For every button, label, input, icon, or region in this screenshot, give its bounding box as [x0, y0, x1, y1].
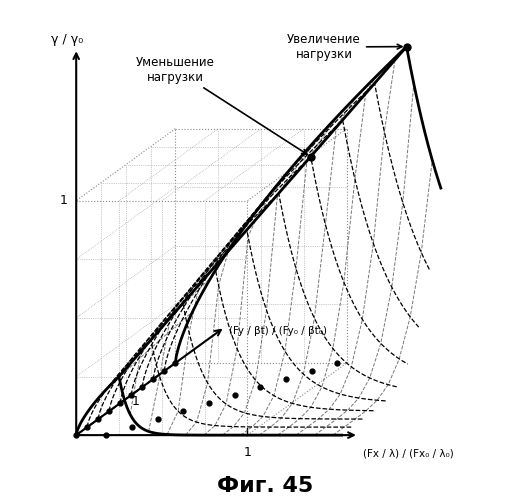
Text: Уменьшение
нагрузки: Уменьшение нагрузки: [136, 56, 307, 154]
Text: Увеличение
нагрузки: Увеличение нагрузки: [287, 33, 402, 61]
Text: Фиг. 45: Фиг. 45: [217, 476, 314, 496]
Text: 1: 1: [244, 446, 251, 460]
Text: 1: 1: [59, 194, 67, 207]
Text: 1: 1: [132, 395, 139, 408]
Text: (Fy / βt) / (Fy₀ / βt₀): (Fy / βt) / (Fy₀ / βt₀): [229, 326, 328, 336]
Text: (Fx / λ) / (Fx₀ / λ₀): (Fx / λ) / (Fx₀ / λ₀): [363, 448, 454, 458]
Text: γ / γ₀: γ / γ₀: [51, 33, 83, 46]
